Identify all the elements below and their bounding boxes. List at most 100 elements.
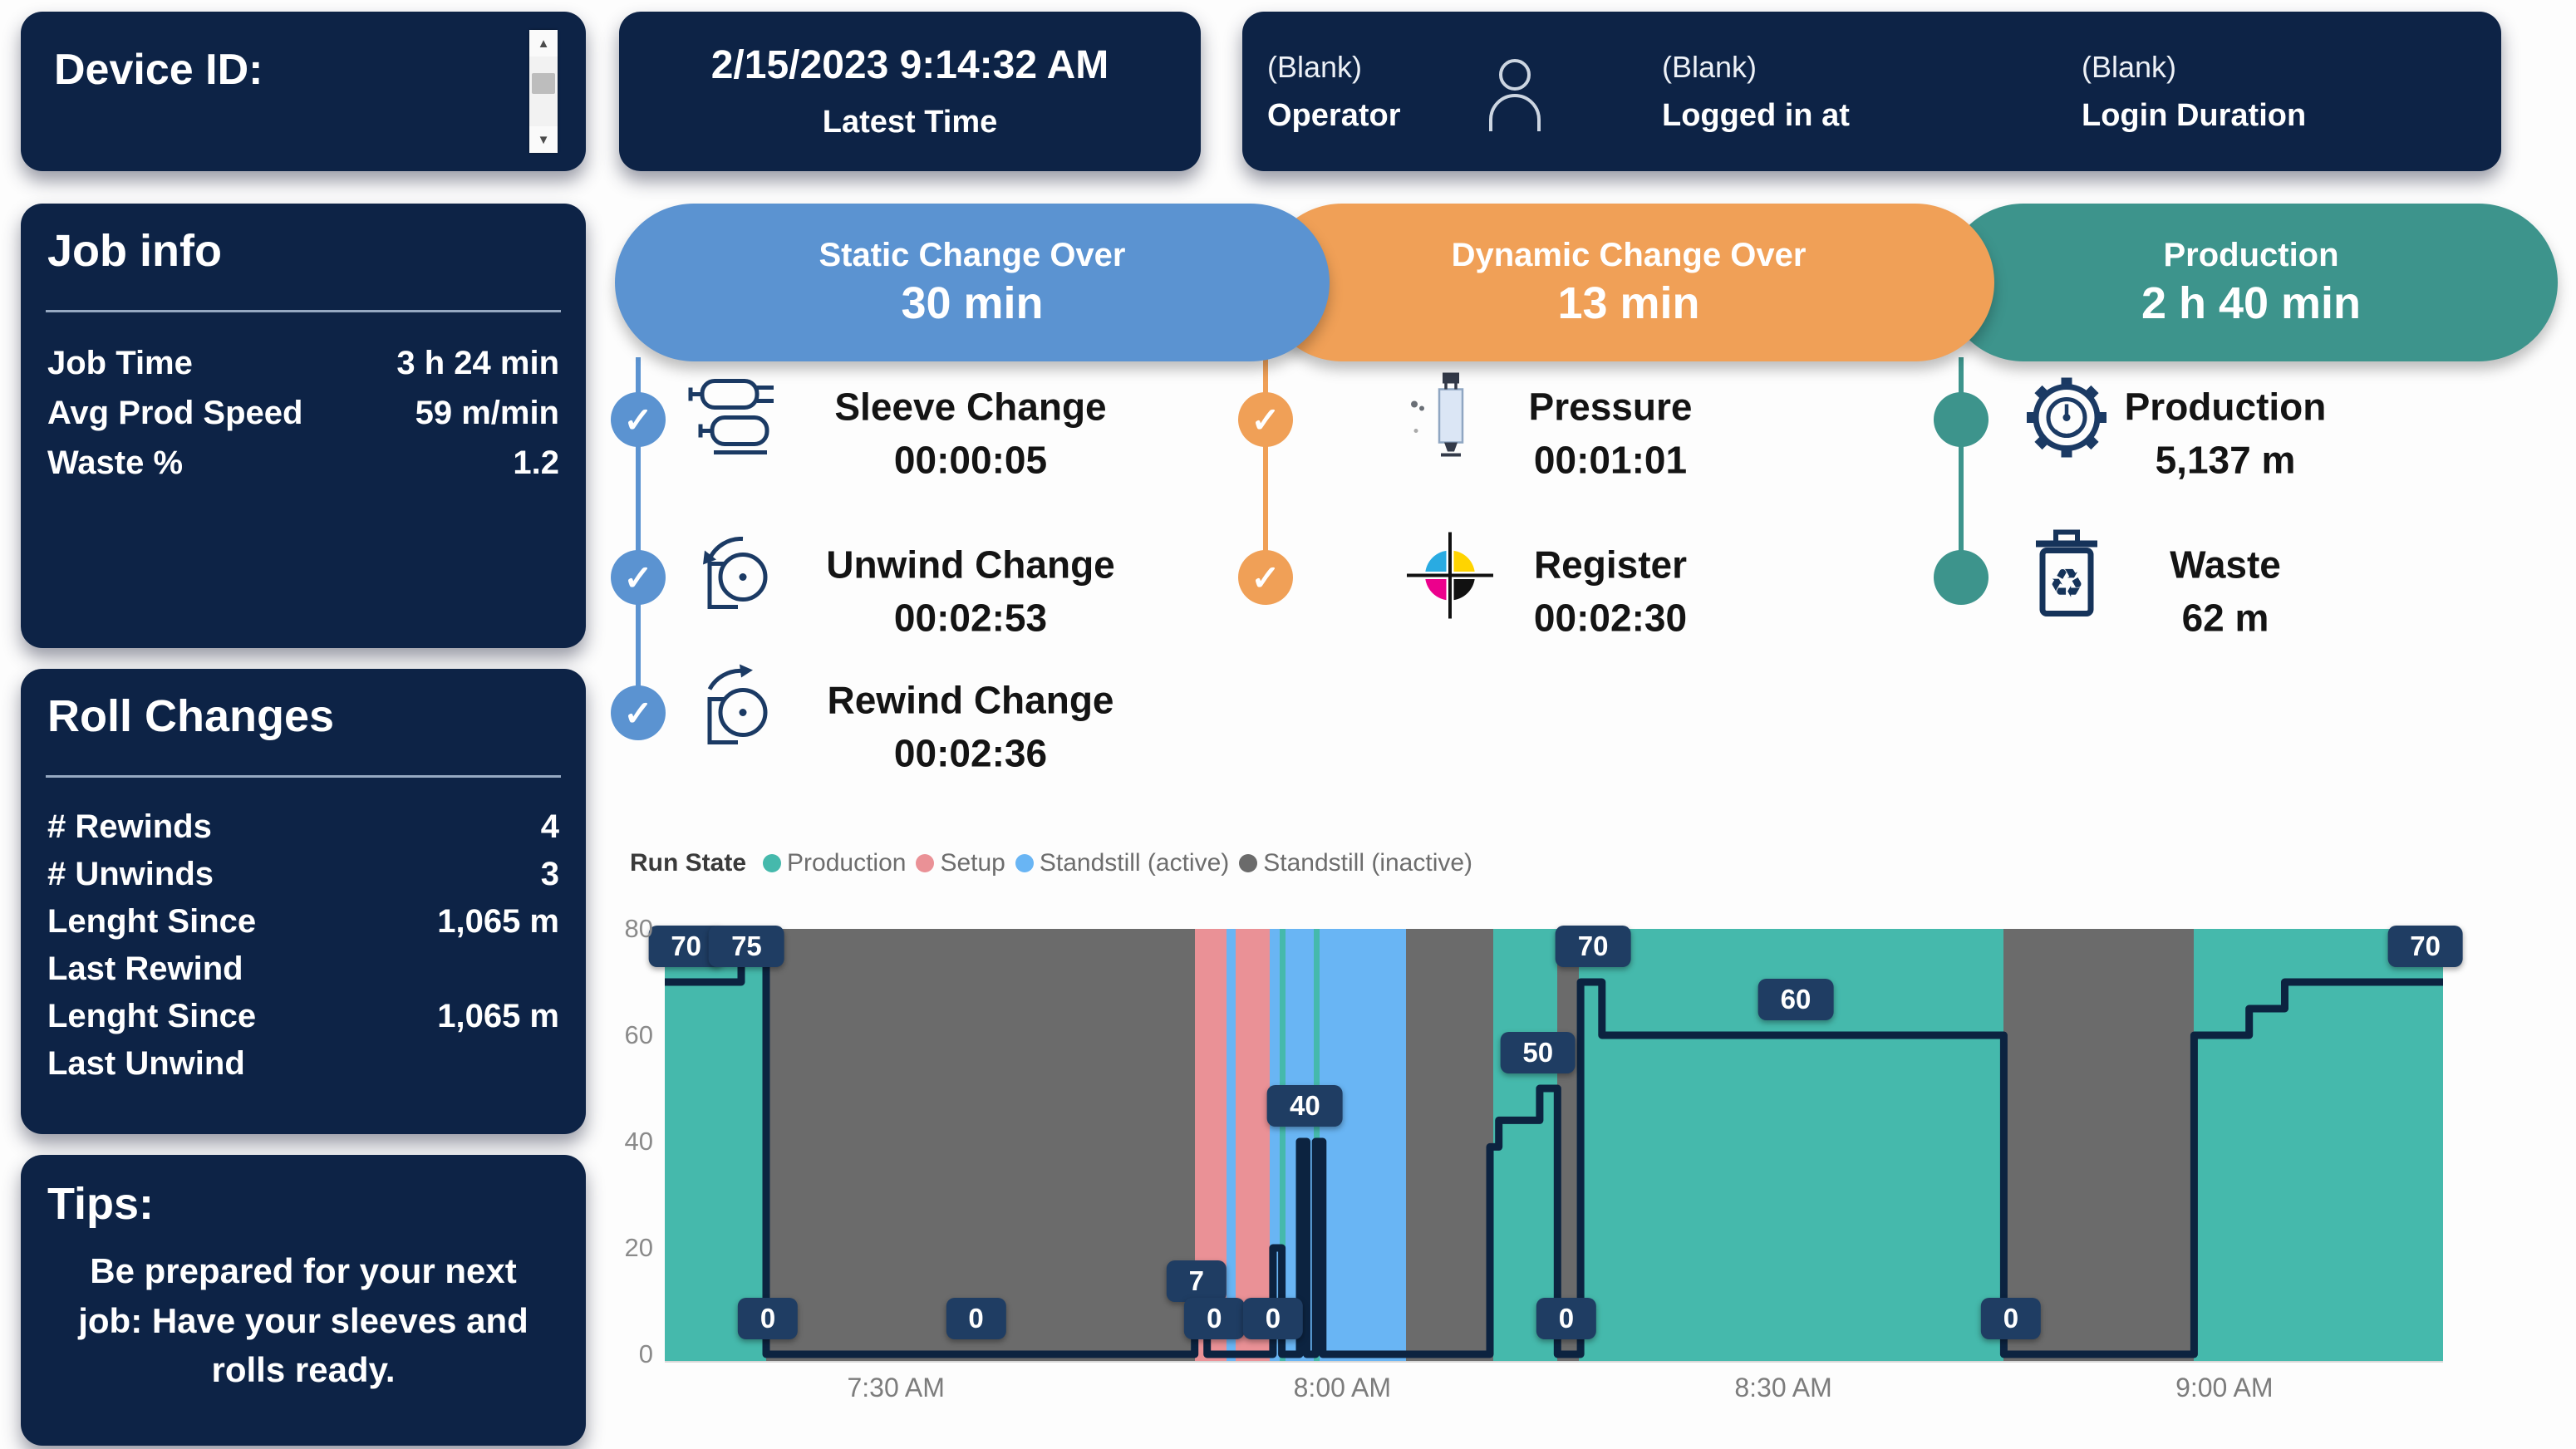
row-label: Lenght Since Last Rewind [47,903,257,987]
step-value: 00:00:05 [893,439,1048,482]
step-check-circle: ✓ [1238,550,1293,605]
row-value: 1.2 [513,445,559,481]
step-value: 00:01:01 [1533,439,1688,482]
runstate-band-setup [1235,929,1270,1361]
scrollbar-track[interactable] [529,56,558,126]
step-title: Rewind Change [827,678,1114,722]
phase-connector-dynamic-change-over [1263,357,1268,577]
runstate-band-active [1227,929,1236,1361]
row-value: 1,065 m [437,903,559,940]
legend-item-inactive[interactable]: Standstill (inactive) [1239,849,1472,877]
legend-item-production[interactable]: Production [763,849,906,877]
info-row: Lenght Since Last Unwind 1,065 m [47,993,559,1088]
info-row: Avg Prod Speed 59 m/min [47,388,559,438]
sleeve-icon [681,370,785,470]
login-duration-label: Login Duration [2082,97,2307,133]
runstate-band-inactive [2003,929,2195,1361]
scroll-up-button[interactable]: ▲ [529,30,558,56]
step-title: Production [2124,385,2327,429]
legend-dot-active [1015,854,1034,872]
step-label-rewind-change: Rewind Change 00:02:36 [827,674,1113,781]
runstate-legend-title: Run State [630,849,747,877]
login-duration-column: (Blank) Login Duration [2082,12,2306,171]
legend-item-setup[interactable]: Setup [916,849,1005,877]
step-status-circle [1934,392,1989,447]
phase-name: Production [2163,236,2339,273]
divider [46,310,561,312]
logged-in-value: (Blank) [1662,49,1757,84]
step-check-circle: ✓ [611,392,666,447]
legend-item-active[interactable]: Standstill (active) [1015,849,1229,877]
person-icon [1489,59,1541,131]
data-label: 0 [1242,1298,1304,1339]
step-label-production: Production 5,137 m [2125,381,2327,488]
x-axis-tick: 9:00 AM [2175,1373,2274,1402]
logged-in-column: (Blank) Logged in at [1662,12,1850,171]
data-label: 0 [1184,1298,1245,1339]
row-label: Waste % [47,445,184,481]
info-row: # Rewinds 4 [47,803,559,851]
roll-changes-title: Roll Changes [47,691,335,741]
step-value: 00:02:36 [893,732,1048,775]
data-label: 50 [1500,1032,1576,1073]
legend-dot-production [763,854,782,872]
data-label: 0 [1536,1298,1597,1339]
device-list-scrollbar[interactable]: ▲ ▼ [529,30,558,153]
data-label: 60 [1757,979,1834,1020]
step-label-waste: Waste 62 m [2170,538,2281,646]
legend-label: Production [787,849,907,877]
phase-name: Dynamic Change Over [1451,236,1807,273]
step-label-sleeve-change: Sleeve Change 00:00:05 [834,381,1106,488]
legend-label: Setup [940,849,1005,877]
tips-title: Tips: [47,1179,155,1229]
step-label-unwind-change: Unwind Change 00:02:53 [826,538,1115,646]
row-value: 1,065 m [437,998,559,1034]
logged-in-label: Logged in at [1662,97,1850,133]
phase-duration: 2 h 40 min [2141,278,2362,328]
row-value: 4 [540,808,559,845]
x-axis-tick: 8:00 AM [1293,1373,1392,1402]
roll-changes-rows: # Rewinds 4 # Unwinds 3 Lenght Since Last Rew… [47,803,559,1088]
step-check-circle: ✓ [611,550,666,605]
phase-connector-production [1959,357,1964,577]
step-value: 5,137 m [2155,439,2296,482]
runstate-band-production [1280,929,1286,1361]
phase-name: Static Change Over [819,236,1126,273]
roll-changes-panel: Roll Changes # Rewinds 4 # Unwinds 3 Lenght … [21,669,586,1134]
phase-pill-static-change-over: Static Change Over 30 min [615,204,1330,361]
svg-text:♻: ♻ [2048,561,2084,607]
step-status-circle [1934,550,1989,605]
data-label: 0 [737,1298,799,1339]
step-title: Unwind Change [826,543,1115,587]
operator-panel: (Blank) Operator (Blank) Logged in at (B… [1242,12,2501,171]
speed-line [665,951,2443,1358]
scrollbar-thumb[interactable] [532,73,555,95]
latest-time-panel: 2/15/2023 9:14:32 AM Latest Time [619,12,1201,171]
device-id-label: Device ID: [54,46,263,94]
legend-label: Standstill (inactive) [1263,849,1473,877]
step-title: Sleeve Change [834,385,1107,429]
legend-dot-inactive [1239,854,1258,872]
operator-label: Operator [1267,97,1401,133]
production-icon [2015,366,2118,474]
tips-panel: Tips: Be prepared for your next job: Hav… [21,1155,586,1446]
y-axis-tick: 40 [624,1127,653,1156]
row-value: 3 [540,856,559,892]
job-info-panel: Job info Job Time 3 h 24 min Avg Prod Spee… [21,204,586,648]
row-label: Avg Prod Speed [47,395,303,431]
y-axis-tick: 80 [624,914,653,943]
scroll-down-button[interactable]: ▼ [529,126,558,153]
step-check-circle: ✓ [611,685,666,740]
runstate-chart: 70 75 0 0 7 0 0 40 50 0 70 60 0 70 80 60 40 20 0 7:30 AM 8:0… [625,914,2463,1402]
step-label-register: Register 00:02:30 [1534,538,1687,646]
info-row: # Unwinds 3 [47,851,559,898]
data-label: 70 [2387,926,2463,967]
rewind-icon [683,661,783,765]
login-duration-value: (Blank) [2082,49,2177,84]
phase-pill-dynamic-change-over: Dynamic Change Over 13 min [1263,204,1994,361]
phase-connector-static-change-over [636,357,641,713]
x-axis-tick: 8:30 AM [1734,1373,1832,1402]
data-label: 40 [1267,1085,1343,1127]
job-info-title: Job info [47,226,222,276]
